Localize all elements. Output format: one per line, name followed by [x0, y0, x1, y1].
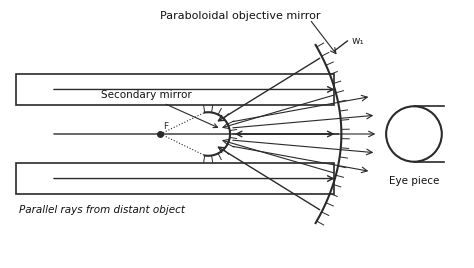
Text: Parallel rays from distant object: Parallel rays from distant object — [19, 205, 185, 215]
Text: Secondary mirror: Secondary mirror — [101, 90, 218, 128]
Text: Eye piece: Eye piece — [389, 176, 439, 185]
Text: w₁: w₁ — [351, 36, 364, 46]
Text: Paraboloidal objective mirror: Paraboloidal objective mirror — [160, 11, 320, 21]
Bar — [16, 74, 335, 105]
Bar — [16, 163, 335, 194]
Text: F: F — [164, 122, 169, 131]
